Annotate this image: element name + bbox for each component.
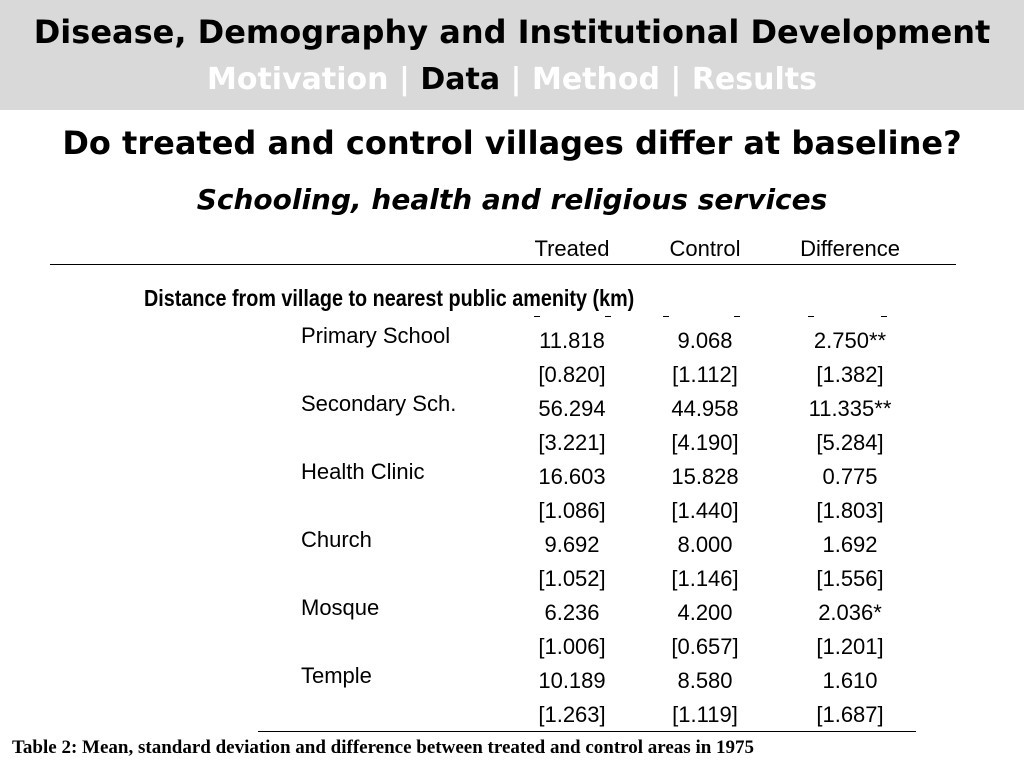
column-tick — [663, 316, 669, 317]
control-sd: [1.146] — [671, 566, 739, 591]
difference-sd: [5.284] — [816, 430, 884, 455]
row-label: Mosque — [301, 595, 380, 620]
treated-sd: [0.820] — [538, 362, 606, 387]
column-header-treated: Treated — [534, 236, 610, 261]
treated-mean: 11.818 — [539, 328, 605, 353]
table-row: Primary School 11.818 9.068 2.750** — [0, 323, 1024, 358]
slide-title: Do treated and control villages differ a… — [62, 124, 962, 162]
control-mean: 8.000 — [677, 532, 733, 557]
difference-value: 11.335** — [808, 396, 892, 421]
nav-item-results: Results — [691, 62, 817, 97]
table-row-sd: [1.052] [1.146] [1.556] — [0, 562, 1024, 596]
nav-separator: | — [510, 62, 522, 97]
table-top-rule — [50, 264, 956, 265]
slide-subtitle: Schooling, health and religious services — [196, 183, 828, 216]
column-tick — [734, 316, 740, 317]
column-tick — [881, 316, 887, 317]
table-row: Mosque 6.236 4.200 2.036* — [0, 595, 1024, 630]
difference-sd: [1.556] — [816, 566, 884, 591]
treated-sd: [1.006] — [538, 634, 606, 659]
control-mean: 15.828 — [671, 464, 739, 489]
difference-sd: [1.687] — [816, 702, 884, 727]
nav-separator: | — [398, 62, 410, 97]
control-mean: 9.068 — [677, 328, 733, 353]
difference-value: 1.610 — [822, 668, 878, 693]
row-label: Primary School — [301, 323, 451, 348]
section-label: Distance from village to nearest public … — [144, 285, 635, 311]
difference-value: 2.036* — [818, 600, 882, 625]
treated-mean: 16.603 — [538, 464, 606, 489]
column-tick — [534, 316, 540, 317]
difference-sd: [1.803] — [816, 498, 884, 523]
table-row-sd: [1.086] [1.440] [1.803] — [0, 494, 1024, 528]
control-sd: [1.119] — [672, 702, 738, 727]
row-label: Church — [301, 527, 372, 552]
treated-sd: [1.086] — [538, 498, 606, 523]
difference-sd: [1.382] — [816, 362, 884, 387]
control-sd: [1.112] — [672, 362, 738, 387]
nav-item-motivation: Motivation — [207, 62, 389, 97]
treated-mean: 56.294 — [538, 396, 606, 421]
treated-mean: 6.236 — [544, 600, 600, 625]
section-nav: Motivation | Data | Method | Results — [0, 60, 1024, 100]
treated-sd: [1.263] — [538, 702, 606, 727]
difference-value: 2.750** — [813, 328, 887, 353]
control-mean: 4.200 — [677, 600, 733, 625]
column-tick — [605, 316, 611, 317]
table-row: Secondary Sch. 56.294 44.958 11.335** — [0, 391, 1024, 426]
table-row: Church 9.692 8.000 1.692 — [0, 527, 1024, 562]
row-label: Secondary Sch. — [301, 391, 457, 416]
presentation-title: Disease, Demography and Institutional De… — [33, 13, 991, 51]
table-row: Health Clinic 16.603 15.828 0.775 — [0, 459, 1024, 494]
table-row-sd: [1.006] [0.657] [1.201] — [0, 630, 1024, 664]
table-row: Temple 10.189 8.580 1.610 — [0, 663, 1024, 698]
nav-separator: | — [670, 62, 682, 97]
row-label: Health Clinic — [301, 459, 425, 484]
row-label: Temple — [301, 663, 372, 688]
table-bottom-rule — [258, 731, 916, 732]
difference-sd: [1.201] — [816, 634, 884, 659]
table-caption: Table 2: Mean, standard deviation and di… — [12, 737, 755, 758]
treated-mean: 10.189 — [538, 668, 606, 693]
control-sd: [1.440] — [671, 498, 739, 523]
control-sd: [0.657] — [671, 634, 739, 659]
table-row-sd: [3.221] [4.190] [5.284] — [0, 426, 1024, 460]
difference-value: 1.692 — [822, 532, 878, 557]
treated-sd: [1.052] — [538, 566, 606, 591]
slide-header: Disease, Demography and Institutional De… — [0, 0, 1024, 110]
treated-mean: 9.692 — [544, 532, 600, 557]
control-mean: 44.958 — [671, 396, 739, 421]
nav-item-data: Data — [420, 62, 501, 97]
table-row-sd: [0.820] [1.112] [1.382] — [0, 358, 1024, 392]
difference-value: 0.775 — [822, 464, 878, 489]
column-tick — [808, 316, 814, 317]
nav-item-method: Method — [531, 62, 660, 97]
treated-sd: [3.221] — [538, 430, 606, 455]
control-sd: [4.190] — [671, 430, 739, 455]
control-mean: 8.580 — [677, 668, 733, 693]
table-row-sd: [1.263] [1.119] [1.687] — [0, 698, 1024, 732]
column-header-difference: Difference — [800, 236, 900, 261]
column-header-control: Control — [669, 236, 741, 261]
